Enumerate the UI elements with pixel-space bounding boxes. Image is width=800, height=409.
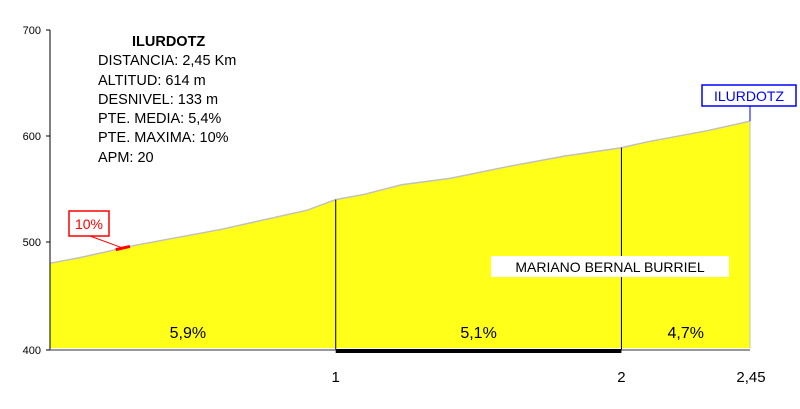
profile-line [49, 120, 751, 264]
max-grade-segment [115, 244, 131, 252]
y-tick-label-600: 600 [23, 131, 41, 143]
segment-gradient-label: 4,7% [667, 325, 703, 342]
profile-area [50, 121, 750, 348]
elevation-gain-text: DESNIVEL: 133 m [98, 91, 219, 108]
labels-group: 5,9% 5,1% 4,7% ILURDOTZ 10% MARIANO BERNAL BU… [68, 84, 797, 342]
x-tick-label: 2,45 [736, 369, 765, 386]
segment-gradient-label: 5,9% [170, 325, 206, 342]
max-grade-box [68, 210, 110, 237]
max-grade-text: PTE. MAXIMA: 10% [98, 130, 229, 147]
dedication-box [491, 256, 729, 277]
segment-gradient-label: 5,1% [460, 325, 496, 342]
x-tick-label: 1 [332, 369, 340, 386]
km-bar-1-2 [335, 349, 622, 353]
axes-group: 400 500 600 700 1 2 2,45 [23, 25, 766, 386]
dedication-label: MARIANO BERNAL BURRIEL [515, 259, 705, 275]
y-tick-label-700: 700 [23, 25, 41, 37]
summit-label: ILURDOTZ [714, 88, 784, 104]
distance-text: DISTANCIA: 2,45 Km [98, 53, 237, 70]
climb-info-panel: ILURDOTZ DISTANCIA: 2,45 Km ALTITUD: 614… [98, 33, 236, 168]
x-tick-label: 2 [617, 369, 625, 386]
y-tick-label-400: 400 [23, 345, 41, 357]
y-tick-label-500: 500 [23, 237, 41, 249]
profile-area-group [49, 120, 751, 350]
summit-label-box [701, 84, 797, 107]
altitude-text: ALTITUD: 614 m [98, 72, 206, 89]
apm-text: APM: 20 [98, 149, 154, 166]
max-grade-pointer [89, 235, 124, 249]
climb-name: ILURDOTZ [132, 34, 206, 50]
max-grade-label: 10% [75, 216, 103, 232]
average-grade-text: PTE. MEDIA: 5,4% [98, 111, 222, 128]
